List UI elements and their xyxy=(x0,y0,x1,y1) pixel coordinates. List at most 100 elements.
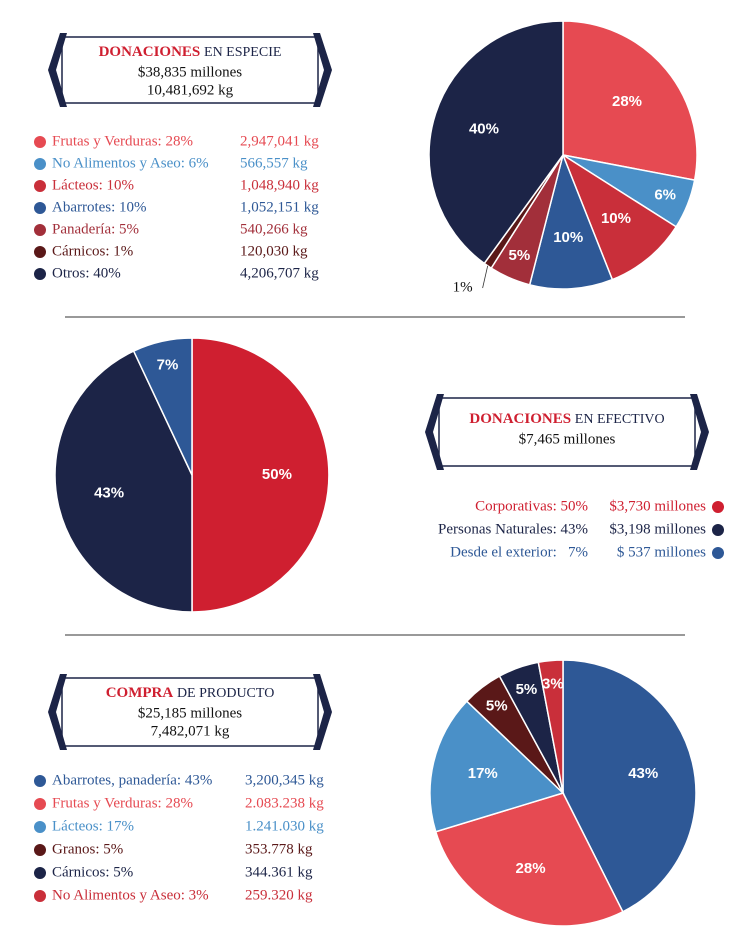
pie-slice xyxy=(132,337,193,476)
legend-amount: 566,557 kg xyxy=(240,155,308,171)
bracket xyxy=(690,394,709,470)
slice-label: 7% xyxy=(157,356,179,373)
slice-label: 43% xyxy=(628,765,658,782)
header-box xyxy=(61,677,319,747)
pie-slice xyxy=(191,337,330,613)
legend-label: Frutas y Verduras: 28% xyxy=(52,133,193,149)
slice-label: 1% xyxy=(453,279,473,295)
legend-amount: 120,030 kg xyxy=(240,243,308,259)
legend-marker xyxy=(34,798,46,810)
legend-label: Personas Naturales: 43% xyxy=(438,521,588,537)
legend-label: Otros: 40% xyxy=(52,265,121,281)
header-line: $38,835 millones xyxy=(138,64,242,80)
header-line: 7,482,071 kg xyxy=(151,723,230,739)
header-box xyxy=(61,36,319,104)
slice-label: 43% xyxy=(94,484,124,501)
slice-label: 40% xyxy=(469,120,499,137)
slice-label: 28% xyxy=(516,860,546,877)
legend-amount: 344.361 kg xyxy=(245,864,313,880)
legend-label: No Alimentos y Aseo: 3% xyxy=(52,887,209,903)
legend-marker xyxy=(34,268,46,280)
legend-marker xyxy=(712,547,724,559)
bracket xyxy=(313,674,332,750)
legend-amount: 353.778 kg xyxy=(245,841,313,857)
bracket xyxy=(425,394,444,470)
legend-marker xyxy=(34,867,46,879)
legend-label: Frutas y Verduras: 28% xyxy=(52,795,193,811)
legend-amount: 2.083.238 kg xyxy=(245,795,324,811)
header-line: 10,481,692 kg xyxy=(147,82,234,98)
leader-line xyxy=(482,265,489,289)
slice-label: 5% xyxy=(486,697,508,714)
legend-marker xyxy=(34,775,46,787)
legend-label: Granos: 5% xyxy=(52,841,123,857)
legend-amount: $ 537 millones xyxy=(617,544,706,560)
header-line: $7,465 millones xyxy=(519,431,616,447)
header-title-strong: COMPRA xyxy=(106,685,174,701)
slice-label: 5% xyxy=(509,247,531,264)
pie-slice xyxy=(562,659,697,913)
legend-label: Cárnicos: 1% xyxy=(52,243,133,259)
header-title-rest: EN ESPECIE xyxy=(204,45,281,60)
legend-label: Cárnicos: 5% xyxy=(52,864,133,880)
legend-marker xyxy=(34,844,46,856)
header-title: DONACIONES EN EFECTIVO xyxy=(469,411,664,427)
pie-slice xyxy=(428,20,564,265)
pie-slice xyxy=(537,659,564,794)
legend-label: Abarrotes: 10% xyxy=(52,199,147,215)
legend-amount: 3,200,345 kg xyxy=(245,772,324,788)
header-box xyxy=(438,397,696,467)
legend-label: Abarrotes, panadería: 43% xyxy=(52,772,212,788)
slice-label: 5% xyxy=(516,681,538,698)
legend-marker xyxy=(712,501,724,513)
legend-marker xyxy=(34,180,46,192)
slice-label: 3% xyxy=(542,675,564,692)
legend-marker xyxy=(34,158,46,170)
header-title: DONACIONES EN ESPECIE xyxy=(99,44,282,60)
slice-label: 28% xyxy=(612,93,642,110)
legend-label: No Alimentos y Aseo: 6% xyxy=(52,155,209,171)
legend-label: Panadería: 5% xyxy=(52,221,139,237)
bracket xyxy=(48,674,67,750)
legend-amount: 540,266 kg xyxy=(240,221,308,237)
legend-marker xyxy=(34,202,46,214)
pie-slice xyxy=(561,153,678,281)
header-line: $25,185 millones xyxy=(138,705,242,721)
legend-label: Lácteos: 10% xyxy=(52,177,134,193)
legend-marker xyxy=(712,524,724,536)
legend-label: Corporativas: 50% xyxy=(475,498,588,514)
legend-label: Lácteos: 17% xyxy=(52,818,134,834)
header-title-strong: DONACIONES xyxy=(469,411,571,427)
slice-label: 10% xyxy=(601,210,631,227)
pie-slice xyxy=(528,152,614,290)
header-title-strong: DONACIONES xyxy=(99,44,201,60)
bracket xyxy=(313,33,332,107)
slice-label: 50% xyxy=(262,466,292,483)
slice-label: 17% xyxy=(468,765,498,782)
legend-amount: $3,730 millones xyxy=(609,498,706,514)
header-title-rest: DE PRODUCTO xyxy=(177,686,274,701)
legend-amount: 4,206,707 kg xyxy=(240,265,319,281)
legend-marker xyxy=(34,224,46,236)
legend-marker xyxy=(34,821,46,833)
legend-marker xyxy=(34,136,46,148)
legend-marker xyxy=(34,890,46,902)
header-title-rest: EN EFECTIVO xyxy=(575,412,665,427)
pie-slice xyxy=(434,792,624,927)
legend-amount: 1,048,940 kg xyxy=(240,177,319,193)
bracket xyxy=(48,33,67,107)
pie-slice xyxy=(54,350,193,613)
header-title: COMPRA DE PRODUCTO xyxy=(106,685,275,701)
pie-slice xyxy=(429,700,565,833)
legend-amount: 2,947,041 kg xyxy=(240,133,319,149)
legend-marker xyxy=(34,246,46,258)
pie-slice xyxy=(562,20,698,181)
legend-amount: 259.320 kg xyxy=(245,887,313,903)
slice-label: 10% xyxy=(553,229,583,246)
legend-amount: $3,198 millones xyxy=(609,521,706,537)
legend-amount: 1.241.030 kg xyxy=(245,818,324,834)
legend-label: Desde el exterior: 7% xyxy=(450,544,588,560)
slice-label: 6% xyxy=(654,186,676,203)
legend-amount: 1,052,151 kg xyxy=(240,199,319,215)
